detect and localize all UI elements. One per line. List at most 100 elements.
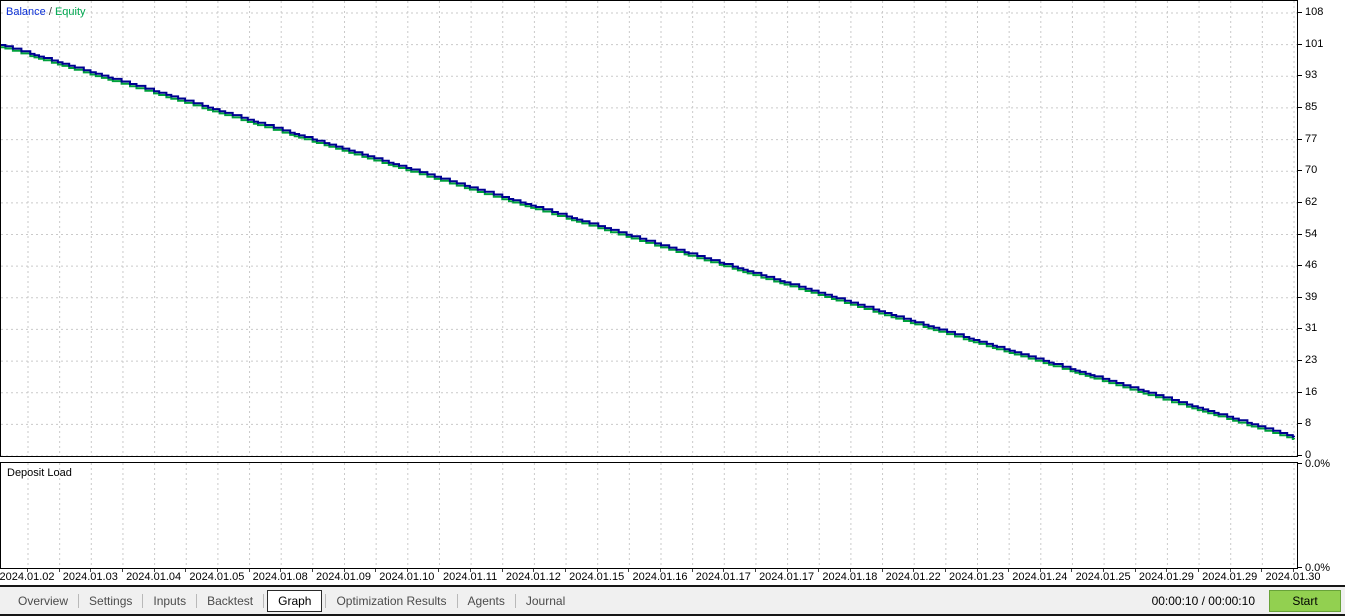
deposit-load-label: Deposit Load — [7, 467, 72, 479]
deposit-load-chart[interactable] — [1, 463, 1297, 568]
x-axis-date-label: 2024.01.05 — [189, 571, 245, 583]
x-axis-tick — [406, 569, 408, 572]
x-axis-tick — [1103, 569, 1105, 572]
x-axis-tick — [565, 569, 567, 572]
chart-legend: Balance / Equity — [6, 6, 86, 18]
x-axis-date-label: 2024.01.18 — [822, 571, 878, 583]
x-axis-tick — [1229, 569, 1231, 572]
y-axis-tick — [1298, 201, 1302, 203]
y-axis-tick-label: 0 — [1305, 449, 1312, 461]
x-axis-tick — [248, 569, 250, 572]
x-axis-tick — [754, 569, 756, 572]
x-axis-tick — [691, 569, 693, 572]
x-axis-tick — [1071, 569, 1073, 572]
y-axis-tick-label: 108 — [1305, 6, 1324, 18]
x-axis-tick — [501, 569, 503, 572]
y-axis-tick — [1298, 455, 1302, 456]
tab-graph[interactable]: Graph — [267, 589, 323, 612]
equity-line — [1, 46, 1295, 440]
tab-overview[interactable]: Overview — [18, 593, 69, 608]
tab-backtest[interactable]: Backtest — [207, 593, 254, 608]
x-axis-date-label: 2024.01.11 — [442, 571, 498, 583]
start-button[interactable]: Start — [1269, 589, 1341, 612]
tab-journal[interactable]: Journal — [525, 593, 566, 608]
y-axis-tick — [1298, 106, 1302, 108]
x-axis-date-label: 2024.01.15 — [569, 571, 625, 583]
x-axis-date-label: 2024.01.25 — [1075, 571, 1131, 583]
x-axis-date-label: 2024.01.17 — [695, 571, 751, 583]
tab-optimization-results[interactable]: Optimization Results — [336, 593, 447, 608]
status-right-box: 00:00:10 / 00:00:10 Start — [1152, 589, 1345, 612]
tab-separator — [142, 593, 144, 608]
x-axis-tick — [881, 569, 883, 572]
x-axis-tick — [913, 569, 915, 572]
x-axis-tick — [438, 569, 440, 572]
y-axis-tick — [1298, 12, 1302, 13]
y-axis-tick-label: 93 — [1305, 69, 1318, 82]
balance-equity-chart-panel[interactable]: Balance / Equity — [0, 0, 1298, 457]
x-axis-date-label: 2024.01.04 — [126, 571, 182, 583]
balance-equity-chart[interactable] — [1, 1, 1297, 456]
x-axis-tick — [723, 569, 725, 572]
y-axis-tick-label: 16 — [1305, 385, 1318, 398]
x-axis-date-label: 2024.01.17 — [759, 571, 815, 583]
tab-settings[interactable]: Settings — [89, 593, 133, 608]
tab-separator — [196, 593, 198, 608]
x-axis-tick — [121, 569, 123, 572]
x-axis-date-label: 2024.01.09 — [315, 571, 372, 583]
x-axis-tick — [1261, 569, 1263, 572]
y-axis-tick — [1298, 423, 1302, 425]
tab-inputs[interactable]: Inputs — [153, 593, 187, 608]
x-axis-tick — [185, 569, 187, 572]
deposit-load-panel[interactable]: Deposit Load — [0, 462, 1298, 569]
x-axis-date-label: 2024.01.30 — [1265, 571, 1321, 583]
deposit-percent-label: 0.0% — [1305, 562, 1331, 574]
balance-line — [1, 44, 1295, 438]
x-axis-date-label: 2024.01.08 — [252, 571, 308, 583]
x-axis-tick — [216, 569, 218, 572]
x-axis-date-label: 2024.01.12 — [505, 571, 561, 583]
x-axis-tick — [280, 569, 282, 572]
x-axis-tick — [1166, 569, 1168, 572]
x-axis-tick — [1039, 569, 1041, 572]
x-axis-tick — [375, 569, 377, 572]
x-axis-tick — [976, 569, 978, 572]
y-axis-tick-label: 39 — [1305, 290, 1318, 303]
x-axis-date-label: 2024.01.02 — [0, 571, 55, 583]
x-axis-tick — [1293, 569, 1294, 572]
x-axis-tick — [343, 569, 345, 572]
y-axis-tick — [1298, 360, 1302, 362]
x-axis-date-label: 2024.01.24 — [1012, 571, 1068, 583]
legend-separator: / — [48, 6, 55, 18]
y-axis-tick — [1298, 463, 1302, 464]
x-axis-tick — [1008, 569, 1010, 572]
y-axis-tick-label: 54 — [1305, 227, 1318, 240]
y-axis-tick — [1298, 233, 1302, 235]
y-axis-tick-label: 85 — [1305, 100, 1318, 113]
x-axis-tick — [533, 569, 535, 572]
x-axis-tick — [1198, 569, 1200, 572]
x-axis-date-label: 2024.01.22 — [885, 571, 941, 583]
y-axis-tick — [1298, 567, 1302, 568]
y-axis-tick — [1298, 75, 1302, 77]
y-axis-tick — [1298, 43, 1302, 45]
x-axis-tick — [818, 569, 820, 572]
x-axis-date-label: 2024.01.16 — [632, 571, 688, 583]
x-axis-tick — [849, 569, 851, 572]
x-axis-tick — [58, 569, 60, 572]
tab-separator — [514, 593, 516, 608]
y-axis-tick-label: 8 — [1305, 417, 1312, 430]
x-axis-date-label: 2024.01.03 — [62, 571, 118, 583]
tab-separator — [456, 593, 458, 608]
tab-agents[interactable]: Agents — [467, 593, 505, 608]
x-axis-tick — [153, 569, 155, 572]
x-axis-tick — [944, 569, 946, 572]
y-axis-tick-label: 101 — [1305, 37, 1324, 50]
deposit-percent-label: 0.0% — [1305, 458, 1331, 470]
y-axis-tick — [1298, 391, 1302, 393]
y-axis-tick — [1298, 138, 1302, 140]
result-tabs-bar: Overview Settings Inputs Backtest Graph Optim… — [0, 585, 1345, 616]
x-axis-tick — [470, 569, 472, 572]
y-axis-tick-label: 46 — [1305, 259, 1318, 272]
x-axis-tick — [660, 569, 661, 572]
